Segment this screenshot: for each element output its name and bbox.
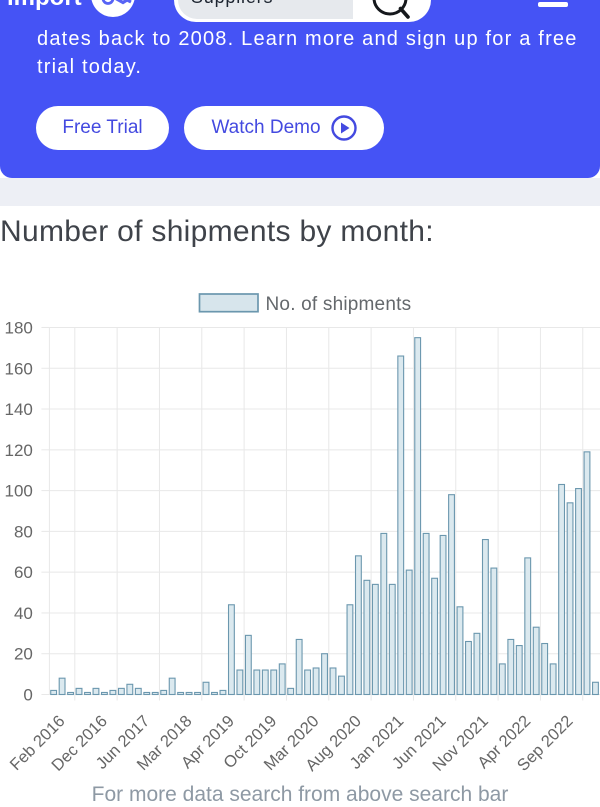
svg-text:40: 40 — [14, 604, 33, 623]
svg-text:120: 120 — [5, 441, 33, 460]
svg-text:60: 60 — [14, 563, 33, 582]
svg-text:20: 20 — [14, 645, 33, 664]
svg-text:No. of shipments: No. of shipments — [266, 294, 412, 315]
svg-text:0: 0 — [23, 686, 32, 705]
svg-text:140: 140 — [5, 400, 33, 419]
svg-text:80: 80 — [14, 522, 33, 541]
svg-text:100: 100 — [5, 482, 33, 501]
svg-text:160: 160 — [5, 359, 33, 378]
svg-text:180: 180 — [5, 318, 33, 337]
